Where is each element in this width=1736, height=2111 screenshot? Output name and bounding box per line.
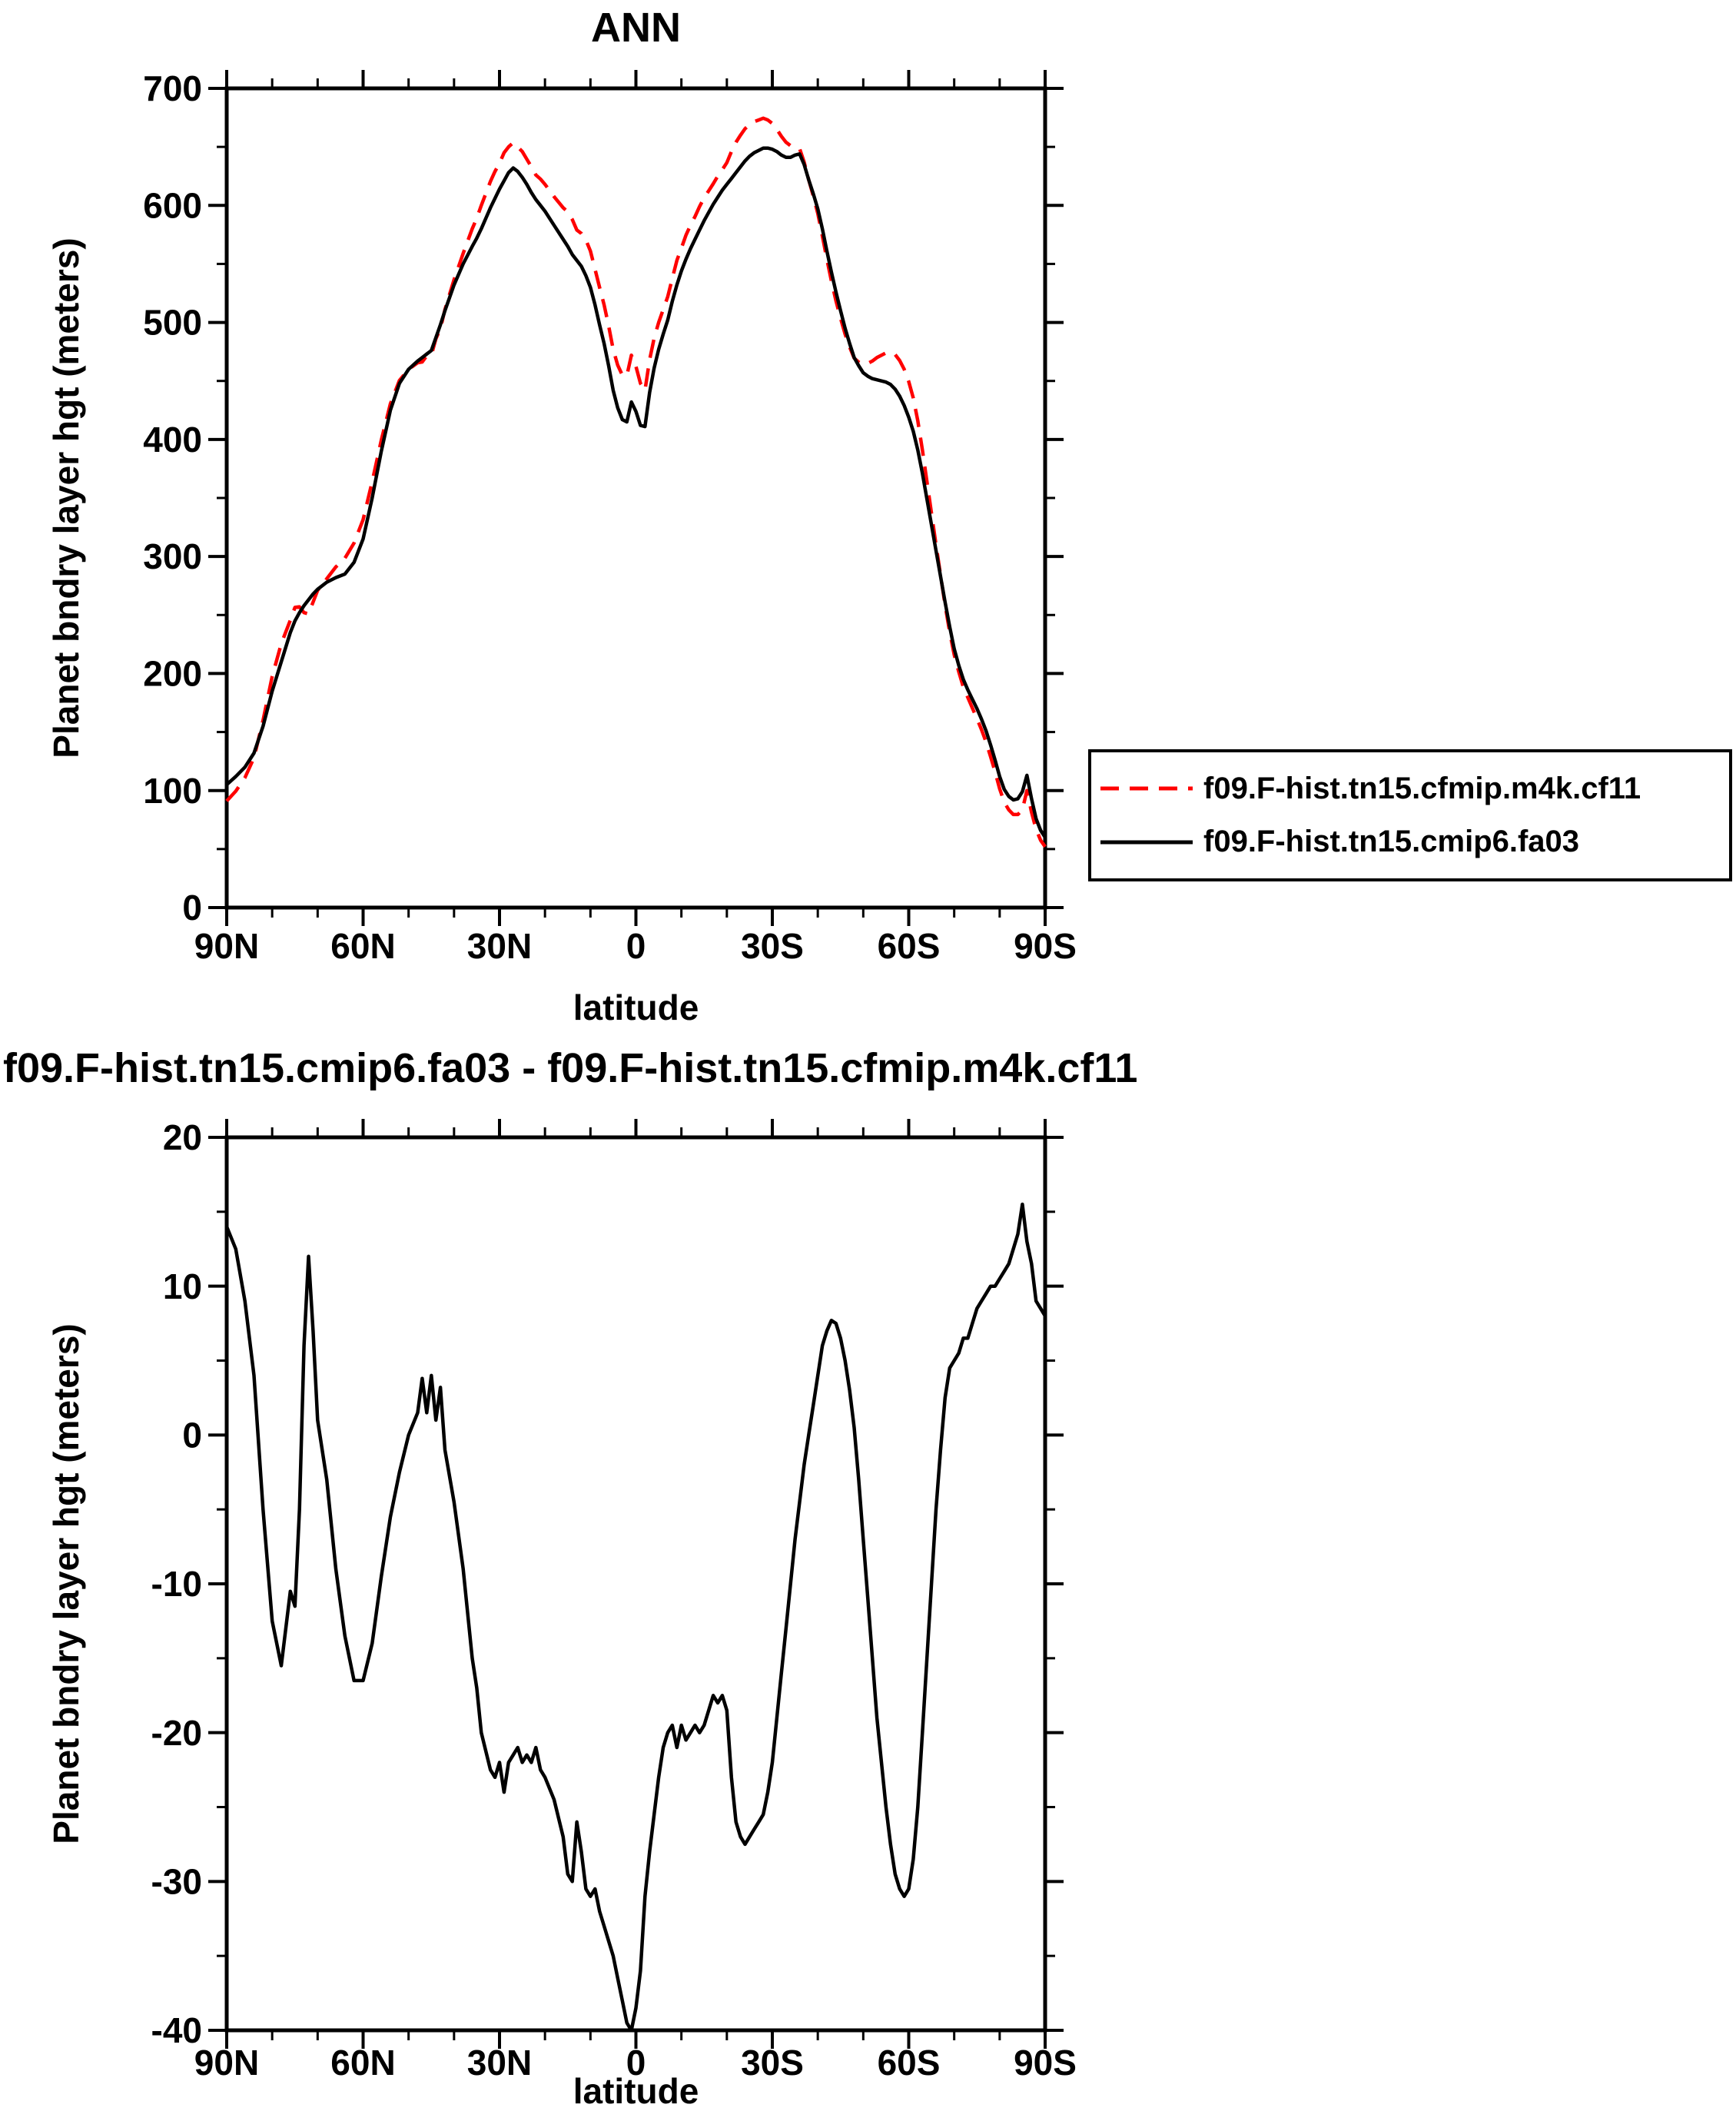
legend-box: f09.F-hist.tn15.cfmip.m4k.cf11 f09.F-his… (1088, 749, 1732, 881)
svg-text:-20: -20 (151, 1713, 202, 1753)
legend-label-m4k: f09.F-hist.tn15.cfmip.m4k.cf11 (1203, 771, 1641, 805)
svg-text:60N: 60N (330, 2043, 395, 2083)
svg-text:60N: 60N (330, 926, 395, 966)
svg-text:500: 500 (143, 303, 202, 343)
svg-text:30S: 30S (741, 926, 804, 966)
svg-text:200: 200 (143, 654, 202, 694)
svg-text:60S: 60S (878, 926, 941, 966)
svg-text:90N: 90N (194, 926, 259, 966)
diff-chart-plot-area: 90N 60N 30N 0 30S 60S 90S -40 -30 -20 -10 0 10 20 (151, 1117, 1077, 2083)
legend-entry-fa03: f09.F-hist.tn15.cmip6.fa03 (1091, 825, 1729, 859)
legend-label-fa03: f09.F-hist.tn15.cmip6.fa03 (1203, 825, 1580, 859)
svg-text:60S: 60S (878, 2043, 941, 2083)
svg-text:10: 10 (163, 1266, 202, 1306)
svg-text:30N: 30N (467, 2043, 532, 2083)
svg-text:400: 400 (143, 420, 202, 460)
svg-text:30N: 30N (467, 926, 532, 966)
svg-text:0: 0 (626, 926, 646, 966)
svg-text:700: 700 (143, 68, 202, 108)
svg-text:90S: 90S (1014, 926, 1077, 966)
ann-x-axis-title: latitude (573, 987, 699, 1027)
svg-text:0: 0 (182, 1415, 202, 1455)
svg-text:20: 20 (163, 1117, 202, 1157)
svg-text:100: 100 (143, 771, 202, 811)
ann-chart-plot-area: 90N 60N 30N 0 30S 60S 90S 0 100 200 300 400 500 600 70… (143, 68, 1077, 966)
svg-text:0: 0 (626, 2043, 646, 2083)
svg-text:-40: -40 (151, 2010, 202, 2050)
svg-text:-30: -30 (151, 1861, 202, 1901)
svg-text:-10: -10 (151, 1564, 202, 1604)
legend-entry-m4k: f09.F-hist.tn15.cfmip.m4k.cf11 (1091, 772, 1729, 806)
black-solid-line-icon (1100, 840, 1193, 845)
ann-chart-title: ANN (591, 5, 681, 51)
svg-text:30S: 30S (741, 2043, 804, 2083)
diff-y-axis-title: Planet bndry layer hgt (meters) (46, 1323, 86, 1844)
svg-text:90N: 90N (194, 2043, 259, 2083)
svg-text:600: 600 (143, 185, 202, 225)
svg-text:90S: 90S (1014, 2043, 1077, 2083)
diff-x-axis-title: latitude (573, 2071, 699, 2111)
svg-text:0: 0 (182, 888, 202, 928)
red-dashed-line-icon (1100, 786, 1193, 791)
diff-chart-title: f09.F-hist.tn15.cmip6.fa03 - f09.F-hist.… (3, 1045, 1138, 1091)
svg-text:300: 300 (143, 536, 202, 576)
ann-y-axis-title: Planet bndry layer hgt (meters) (46, 237, 86, 758)
